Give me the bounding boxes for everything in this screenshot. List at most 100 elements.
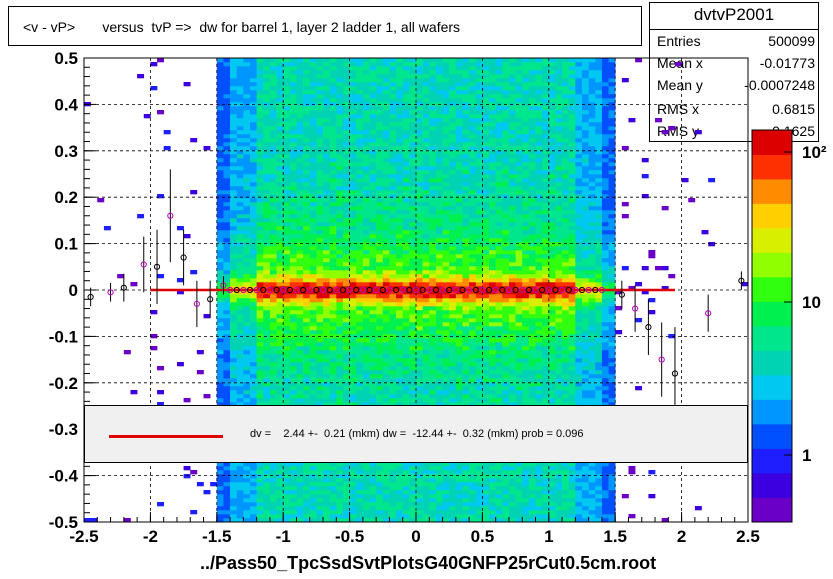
heatmap-cell xyxy=(462,174,470,179)
heatmap-cell xyxy=(356,506,364,511)
heatmap-cell xyxy=(455,318,463,323)
heatmap-cell xyxy=(362,330,370,335)
heatmap-cell xyxy=(396,474,404,479)
heatmap-cell xyxy=(469,370,477,375)
heatmap-cell xyxy=(216,382,224,387)
heatmap-cell xyxy=(303,274,311,279)
heatmap-cell xyxy=(216,186,224,191)
heatmap-cell xyxy=(396,278,404,283)
heatmap-cell xyxy=(230,190,238,195)
heatmap-cell xyxy=(475,250,483,255)
heatmap-cell xyxy=(442,62,450,67)
heatmap-cell xyxy=(402,274,410,279)
heatmap-cell xyxy=(269,358,277,363)
heatmap-cell xyxy=(283,158,291,163)
heatmap-cell xyxy=(323,398,330,403)
heatmap-cell xyxy=(216,302,224,307)
heatmap-cell xyxy=(462,150,470,155)
heatmap-cell xyxy=(309,218,317,223)
heatmap-cell xyxy=(309,150,317,155)
heatmap-cell xyxy=(223,490,231,495)
heatmap-cell xyxy=(309,214,317,219)
heatmap-cell xyxy=(256,506,264,511)
heatmap-cell xyxy=(495,498,503,503)
heatmap-cell xyxy=(475,202,483,207)
heatmap-cell xyxy=(435,250,443,255)
heatmap-cell xyxy=(455,374,463,379)
heatmap-cell xyxy=(369,146,377,151)
heatmap-cell xyxy=(429,150,437,155)
heatmap-cell xyxy=(389,270,397,275)
heatmap-cell xyxy=(416,206,423,211)
heatmap-cell xyxy=(369,366,377,371)
heatmap-cell xyxy=(482,338,490,343)
heatmap-cell xyxy=(469,222,477,227)
heatmap-cell xyxy=(289,390,297,395)
heatmap-cell xyxy=(435,350,443,355)
heatmap-cell xyxy=(416,390,423,395)
heatmap-cell xyxy=(382,274,390,279)
heatmap-cell xyxy=(223,322,231,327)
heatmap-cell xyxy=(216,70,224,75)
heatmap-cell xyxy=(342,94,350,99)
heatmap-cell xyxy=(422,398,430,403)
heatmap-cell xyxy=(316,382,324,387)
heatmap-cell xyxy=(429,518,437,523)
heatmap-cell xyxy=(422,126,430,131)
heatmap-cell xyxy=(455,462,463,467)
heatmap-cell xyxy=(349,174,357,179)
heatmap-cell xyxy=(482,234,490,239)
heatmap-cell xyxy=(336,354,344,359)
heatmap-cell xyxy=(223,370,231,375)
heatmap-cell xyxy=(409,150,417,155)
heatmap-cell xyxy=(489,350,496,355)
heatmap-cell xyxy=(369,350,377,355)
heatmap-cell xyxy=(309,118,317,123)
heatmap-cell xyxy=(449,86,457,91)
heatmap-cell xyxy=(269,518,277,523)
heatmap-cell xyxy=(303,354,311,359)
heatmap-cell xyxy=(309,86,317,91)
heatmap-cell xyxy=(356,118,364,123)
heatmap-cell xyxy=(296,358,304,363)
heatmap-cell xyxy=(362,86,370,91)
heatmap-cell xyxy=(309,362,317,367)
heatmap-cell xyxy=(303,518,311,523)
heatmap-cell xyxy=(449,90,457,95)
heatmap-cell xyxy=(342,134,350,139)
heatmap-cell xyxy=(409,510,417,515)
heatmap-cell xyxy=(402,318,410,323)
heatmap-cell xyxy=(323,338,330,343)
heatmap-cell xyxy=(296,370,304,375)
heatmap-cell xyxy=(362,314,370,319)
heatmap-cell xyxy=(429,114,437,119)
heatmap-cell xyxy=(309,514,317,519)
heatmap-cell xyxy=(223,66,231,71)
heatmap-cell xyxy=(402,498,410,503)
heatmap-cell xyxy=(475,78,483,83)
heatmap-cell xyxy=(422,518,430,523)
heatmap-cell xyxy=(223,386,231,391)
heatmap-cell xyxy=(323,502,330,507)
heatmap-cell xyxy=(482,194,490,199)
heatmap-cell xyxy=(236,238,244,243)
heatmap-cell xyxy=(409,254,417,259)
heatmap-cell xyxy=(329,278,337,283)
heatmap-cell xyxy=(329,282,337,287)
heatmap-cell xyxy=(303,346,311,351)
heatmap-cell xyxy=(230,398,238,403)
heatmap-cell xyxy=(382,146,390,151)
heatmap-cell xyxy=(396,166,404,171)
heatmap-cell xyxy=(389,162,397,167)
heatmap-cell xyxy=(435,518,443,523)
heatmap-cell xyxy=(449,394,457,399)
heatmap-cell xyxy=(435,142,443,147)
heatmap-cell xyxy=(276,98,284,103)
heatmap-cell xyxy=(250,174,257,179)
heatmap-cell xyxy=(336,122,344,127)
heatmap-cell xyxy=(362,298,370,303)
heatmap-cell xyxy=(489,338,496,343)
heatmap-cell xyxy=(416,70,423,75)
heatmap-cell xyxy=(409,230,417,235)
heatmap-cell xyxy=(223,86,231,91)
